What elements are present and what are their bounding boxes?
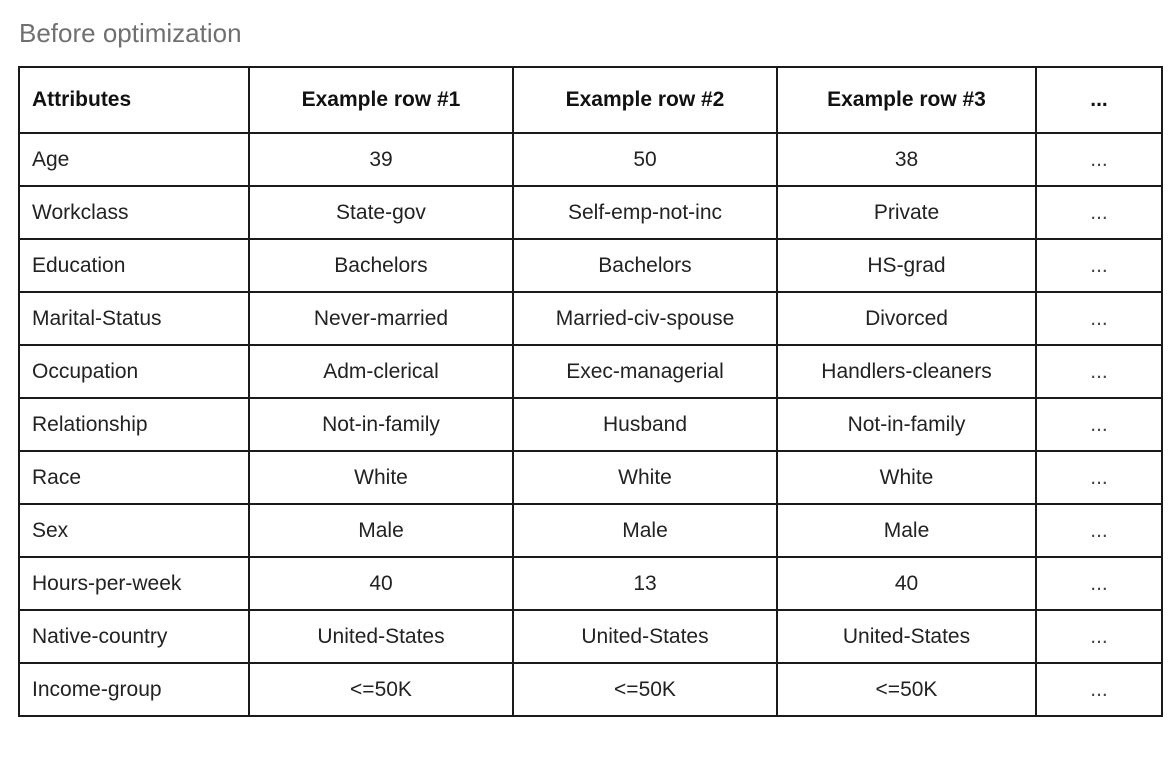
example-value-cell: Husband bbox=[512, 397, 778, 452]
ellipsis-cell: ... bbox=[1035, 238, 1163, 293]
example-value-cell: Male bbox=[776, 503, 1037, 558]
header-example-row-2: Example row #2 bbox=[512, 66, 778, 134]
example-value-cell: <=50K bbox=[248, 662, 514, 717]
table-row: Hours-per-week 40 13 40... bbox=[18, 556, 1163, 611]
ellipsis-cell: ... bbox=[1035, 503, 1163, 558]
attribute-name-cell: Marital-Status bbox=[18, 291, 250, 346]
example-value-cell: 13 bbox=[512, 556, 778, 611]
example-value-cell: 39 bbox=[248, 132, 514, 187]
example-value-cell: United-States bbox=[776, 609, 1037, 664]
ellipsis-cell: ... bbox=[1035, 185, 1163, 240]
example-value-cell: Male bbox=[248, 503, 514, 558]
table-row: Marital-Status Never-married Married-civ-s… bbox=[18, 291, 1163, 346]
attribute-name-cell: Race bbox=[18, 450, 250, 505]
example-value-cell: White bbox=[248, 450, 514, 505]
attribute-name-cell: Age bbox=[18, 132, 250, 187]
ellipsis-cell: ... bbox=[1035, 662, 1163, 717]
example-value-cell: 38 bbox=[776, 132, 1037, 187]
example-value-cell: 40 bbox=[776, 556, 1037, 611]
table-row: Workclass State-gov Self-emp-not-inc Privat… bbox=[18, 185, 1163, 240]
table-row: Race White White White... bbox=[18, 450, 1163, 505]
example-value-cell: Divorced bbox=[776, 291, 1037, 346]
attribute-name-cell: Relationship bbox=[18, 397, 250, 452]
example-value-cell: United-States bbox=[512, 609, 778, 664]
ellipsis-cell: ... bbox=[1035, 397, 1163, 452]
example-value-cell: 50 bbox=[512, 132, 778, 187]
header-ellipsis: ... bbox=[1035, 66, 1163, 134]
ellipsis-cell: ... bbox=[1035, 291, 1163, 346]
attribute-name-cell: Sex bbox=[18, 503, 250, 558]
example-value-cell: Exec-managerial bbox=[512, 344, 778, 399]
example-value-cell: White bbox=[776, 450, 1037, 505]
ellipsis-cell: ... bbox=[1035, 609, 1163, 664]
table-row: Native-country United-States United-States… bbox=[18, 609, 1163, 664]
table-row: Relationship Not-in-family Husband Not-in-f… bbox=[18, 397, 1163, 452]
example-value-cell: Male bbox=[512, 503, 778, 558]
attribute-name-cell: Workclass bbox=[18, 185, 250, 240]
ellipsis-cell: ... bbox=[1035, 556, 1163, 611]
ellipsis-cell: ... bbox=[1035, 450, 1163, 505]
table-row: Age 39 50 38... bbox=[18, 132, 1163, 187]
table-row: Income-group <=50K <=50K <=50K... bbox=[18, 662, 1163, 717]
example-value-cell: Bachelors bbox=[512, 238, 778, 293]
example-value-cell: 40 bbox=[248, 556, 514, 611]
ellipsis-cell: ... bbox=[1035, 344, 1163, 399]
table-row: Sex Male Male Male... bbox=[18, 503, 1163, 558]
header-row: Attributes Example row #1 Example row #2… bbox=[18, 66, 1163, 134]
table-row: Education Bachelors Bachelors HS-grad... bbox=[18, 238, 1163, 293]
example-value-cell: Self-emp-not-inc bbox=[512, 185, 778, 240]
example-value-cell: Bachelors bbox=[248, 238, 514, 293]
example-value-cell: Married-civ-spouse bbox=[512, 291, 778, 346]
attribute-name-cell: Occupation bbox=[18, 344, 250, 399]
example-value-cell: Adm-clerical bbox=[248, 344, 514, 399]
example-value-cell: State-gov bbox=[248, 185, 514, 240]
example-value-cell: Not-in-family bbox=[248, 397, 514, 452]
example-value-cell: Private bbox=[776, 185, 1037, 240]
example-value-cell: Not-in-family bbox=[776, 397, 1037, 452]
example-value-cell: <=50K bbox=[776, 662, 1037, 717]
attribute-name-cell: Native-country bbox=[18, 609, 250, 664]
attribute-name-cell: Income-group bbox=[18, 662, 250, 717]
data-table: Attributes Example row #1 Example row #2… bbox=[18, 66, 1163, 717]
attribute-name-cell: Education bbox=[18, 238, 250, 293]
table-caption: Before optimization bbox=[19, 18, 242, 48]
header-example-row-3: Example row #3 bbox=[776, 66, 1037, 134]
header-attributes: Attributes bbox=[18, 66, 250, 134]
ellipsis-cell: ... bbox=[1035, 132, 1163, 187]
table-row: Occupation Adm-clerical Exec-managerial Han… bbox=[18, 344, 1163, 399]
example-value-cell: White bbox=[512, 450, 778, 505]
example-value-cell: United-States bbox=[248, 609, 514, 664]
attribute-name-cell: Hours-per-week bbox=[18, 556, 250, 611]
example-value-cell: <=50K bbox=[512, 662, 778, 717]
example-value-cell: Never-married bbox=[248, 291, 514, 346]
example-value-cell: Handlers-cleaners bbox=[776, 344, 1037, 399]
example-value-cell: HS-grad bbox=[776, 238, 1037, 293]
header-example-row-1: Example row #1 bbox=[248, 66, 514, 134]
